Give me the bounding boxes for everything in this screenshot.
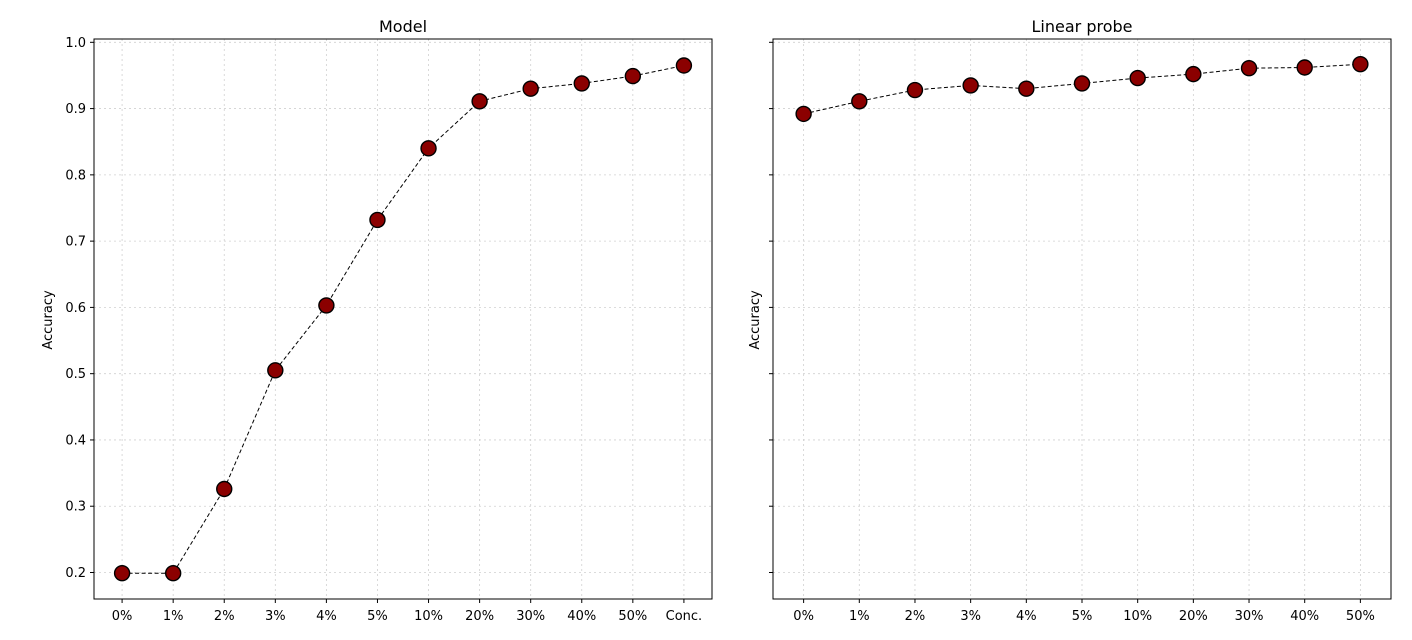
- data-point: [851, 93, 868, 110]
- data-point: [1185, 65, 1202, 83]
- x-tick-label: 3%: [960, 609, 981, 624]
- x-tick-label: 1%: [849, 609, 870, 624]
- data-point: [1018, 80, 1035, 97]
- data-point: [1296, 59, 1313, 76]
- data-point: [573, 75, 590, 92]
- y-tick-label: 0.3: [65, 500, 86, 515]
- data-point: [675, 57, 693, 74]
- data-point: [318, 297, 335, 314]
- x-tick-label: 4%: [316, 609, 337, 624]
- data-point: [113, 564, 131, 582]
- x-tick-label: Conc.: [666, 609, 703, 624]
- x-tick-label: 10%: [414, 609, 443, 624]
- y-tick-label: 0.6: [65, 301, 86, 316]
- x-tick-label: 0%: [112, 609, 133, 624]
- data-point: [522, 80, 539, 97]
- y-tick-label: 0.4: [65, 433, 86, 448]
- data-point: [1352, 55, 1369, 73]
- y-tick-label: 0.2: [65, 566, 86, 581]
- x-tick-label: 50%: [618, 609, 647, 624]
- plot-frame-model: [93, 38, 713, 600]
- data-point: [624, 67, 642, 85]
- data-point: [369, 211, 386, 229]
- x-tick-label: 20%: [1179, 609, 1208, 624]
- x-tick-label: 40%: [567, 609, 596, 624]
- data-point: [164, 564, 182, 582]
- y-axis-label-model: Accuracy: [41, 290, 56, 350]
- x-tick-label: 30%: [1235, 609, 1264, 624]
- x-tick-label: 50%: [1346, 609, 1375, 624]
- x-tick-label: 20%: [465, 609, 494, 624]
- data-point: [267, 362, 284, 379]
- x-tick-label: 10%: [1123, 609, 1152, 624]
- y-tick-label: 0.7: [65, 235, 86, 250]
- y-tick-label: 0.9: [65, 102, 86, 117]
- y-tick-label: 1.0: [65, 36, 86, 51]
- data-point: [906, 81, 924, 99]
- x-tick-label: 0%: [793, 609, 814, 624]
- data-point: [1129, 69, 1146, 87]
- data-point: [1073, 75, 1091, 92]
- y-axis-label-linear-probe: Accuracy: [748, 290, 763, 350]
- y-tick-label: 0.8: [65, 168, 86, 183]
- data-point: [216, 480, 233, 498]
- x-tick-label: 2%: [905, 609, 926, 624]
- plot-frame-linear-probe: [772, 38, 1392, 600]
- data-point: [420, 140, 437, 157]
- data-point: [962, 77, 979, 94]
- y-tick-label: 0.5: [65, 367, 86, 382]
- subplot-model: Model Accuracy 0% 1% 2% 3% 4% 5% 10% 20% 30% 40% 5…: [41, 17, 713, 624]
- x-tick-label: 40%: [1290, 609, 1319, 624]
- subplot-title-model: Model: [379, 17, 427, 36]
- x-tick-label: 30%: [516, 609, 545, 624]
- subplot-title-linear-probe: Linear probe: [1032, 17, 1133, 36]
- x-tick-label: 4%: [1016, 609, 1037, 624]
- data-point: [1240, 59, 1258, 77]
- grid-linear-probe: [773, 39, 1391, 599]
- x-tick-label: 3%: [265, 609, 286, 624]
- series-line-model: [122, 65, 685, 574]
- grid-model: [94, 39, 712, 599]
- x-tick-label: 2%: [214, 609, 235, 624]
- x-tick-label: 5%: [367, 609, 388, 624]
- data-point: [471, 93, 488, 110]
- x-tick-label: 5%: [1072, 609, 1093, 624]
- subplot-linear-probe: Linear probe Accuracy 0% 1% 2% 3% 4% 5% 10% 20%…: [748, 17, 1392, 624]
- data-point: [795, 105, 812, 123]
- x-tick-label: 1%: [163, 609, 184, 624]
